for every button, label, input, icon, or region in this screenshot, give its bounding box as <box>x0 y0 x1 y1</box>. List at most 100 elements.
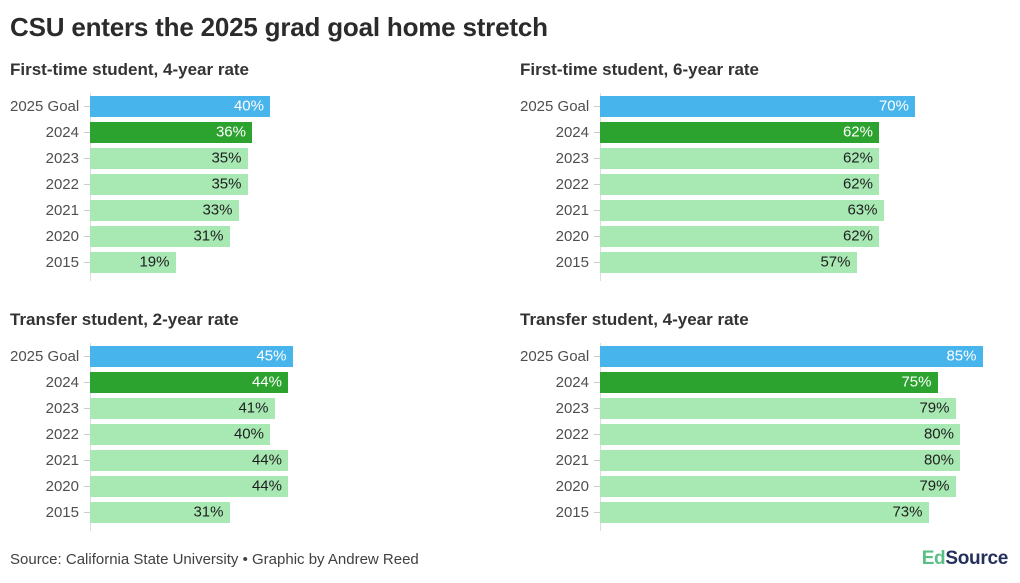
bar-value-label: 40% <box>233 97 264 115</box>
bar-area: 73% <box>600 499 1010 525</box>
row-label: 2021 <box>45 201 79 219</box>
row-label: 2022 <box>45 175 79 193</box>
row-label: 2022 <box>45 425 79 443</box>
bar-area: 45% <box>90 343 500 369</box>
bar-value-label: 73% <box>892 503 923 521</box>
bar-area: 62% <box>600 119 1010 145</box>
row-label: 2024 <box>555 373 589 391</box>
footer: Source: California State University • Gr… <box>10 548 1008 570</box>
bar-area: 35% <box>90 171 500 197</box>
bar-row: 2022 80% <box>520 421 1010 447</box>
bar-row: 2020 44% <box>10 473 500 499</box>
bar-value-label: 62% <box>842 123 873 141</box>
past-year-bar: 57% <box>600 251 857 273</box>
row-label: 2021 <box>555 201 589 219</box>
row-label: 2024 <box>45 123 79 141</box>
bar-area: 70% <box>600 93 1010 119</box>
bar-row: 2021 80% <box>520 447 1010 473</box>
current-year-bar: 75% <box>600 371 938 393</box>
bar-value-label: 33% <box>202 201 233 219</box>
chart-panel: Transfer student, 2-year rate 2025 Goal 45… <box>10 310 500 531</box>
bar-value-label: 35% <box>211 175 242 193</box>
bar-area: 80% <box>600 421 1010 447</box>
bar-value-label: 45% <box>256 347 287 365</box>
current-year-bar: 62% <box>600 121 879 143</box>
bar-value-label: 31% <box>193 227 224 245</box>
bar-value-label: 85% <box>946 347 977 365</box>
row-label: 2015 <box>45 503 79 521</box>
past-year-bar: 33% <box>90 199 239 221</box>
bar-area: 62% <box>600 223 1010 249</box>
chart-panel: First-time student, 4-year rate 2025 Goal… <box>10 60 500 281</box>
bar-area: 35% <box>90 145 500 171</box>
bar-area: 44% <box>90 473 500 499</box>
bar-row: 2025 Goal 85% <box>520 343 1010 369</box>
chart-rows: 2025 Goal 45% 2024 44% 2023 41% 2022 40% 2021 44%… <box>10 343 500 531</box>
row-label: 2020 <box>45 227 79 245</box>
bar-row: 2021 33% <box>10 197 500 223</box>
row-label: 2022 <box>555 175 589 193</box>
bar-area: 36% <box>90 119 500 145</box>
bar-value-label: 57% <box>820 253 851 271</box>
bar-value-label: 40% <box>233 425 264 443</box>
row-label: 2025 Goal <box>520 97 590 115</box>
bar-value-label: 63% <box>847 201 878 219</box>
bar-row: 2024 62% <box>520 119 1010 145</box>
row-label: 2021 <box>45 451 79 469</box>
bar-area: 31% <box>90 223 500 249</box>
chart-title: Transfer student, 4-year rate <box>520 310 749 329</box>
bar-area: 31% <box>90 499 500 525</box>
row-label: 2023 <box>45 149 79 167</box>
past-year-bar: 62% <box>600 173 879 195</box>
bar-area: 79% <box>600 473 1010 499</box>
past-year-bar: 40% <box>90 423 270 445</box>
row-label: 2024 <box>555 123 589 141</box>
bar-row: 2021 44% <box>10 447 500 473</box>
past-year-bar: 80% <box>600 449 960 471</box>
bar-value-label: 62% <box>842 227 873 245</box>
row-label: 2015 <box>45 253 79 271</box>
bar-row: 2015 19% <box>10 249 500 275</box>
chart-rows: 2025 Goal 85% 2024 75% 2023 79% 2022 80% 2021 80%… <box>520 343 1010 531</box>
bar-value-label: 80% <box>923 451 954 469</box>
bar-row: 2021 63% <box>520 197 1010 223</box>
past-year-bar: 80% <box>600 423 960 445</box>
past-year-bar: 31% <box>90 225 230 247</box>
past-year-bar: 41% <box>90 397 275 419</box>
bar-area: 40% <box>90 93 500 119</box>
bar-value-label: 62% <box>842 175 873 193</box>
bar-value-label: 36% <box>215 123 246 141</box>
bar-row: 2022 62% <box>520 171 1010 197</box>
bar-row: 2023 35% <box>10 145 500 171</box>
bar-area: 33% <box>90 197 500 223</box>
goal-bar: 40% <box>90 95 270 117</box>
charts-grid: First-time student, 4-year rate 2025 Goal… <box>10 60 1010 531</box>
past-year-bar: 62% <box>600 147 879 169</box>
chart-rows: 2025 Goal 70% 2024 62% 2023 62% 2022 62% 2021 63%… <box>520 93 1010 281</box>
bar-area: 79% <box>600 395 1010 421</box>
goal-bar: 85% <box>600 345 983 367</box>
chart-panel: First-time student, 6-year rate 2025 Goal… <box>520 60 1010 281</box>
edsource-logo-ed: Ed <box>921 548 946 569</box>
row-label: 2020 <box>45 477 79 495</box>
bar-row: 2023 62% <box>520 145 1010 171</box>
bar-area: 41% <box>90 395 500 421</box>
bar-area: 40% <box>90 421 500 447</box>
edsource-logo: Ed Source <box>921 548 1009 570</box>
row-label: 2025 Goal <box>10 97 80 115</box>
goal-bar: 70% <box>600 95 915 117</box>
bar-row: 2015 57% <box>520 249 1010 275</box>
chart-title: First-time student, 4-year rate <box>10 60 250 79</box>
past-year-bar: 31% <box>90 501 230 523</box>
row-label: 2023 <box>45 399 79 417</box>
page-title: CSU enters the 2025 grad goal home stret… <box>10 12 548 42</box>
bar-area: 85% <box>600 343 1010 369</box>
chart-panel: Transfer student, 4-year rate 2025 Goal 85… <box>520 310 1010 531</box>
row-label: 2025 Goal <box>10 347 80 365</box>
bar-value-label: 19% <box>139 253 170 271</box>
bar-row: 2022 40% <box>10 421 500 447</box>
goal-bar: 45% <box>90 345 293 367</box>
bar-row: 2022 35% <box>10 171 500 197</box>
bar-value-label: 35% <box>211 149 242 167</box>
